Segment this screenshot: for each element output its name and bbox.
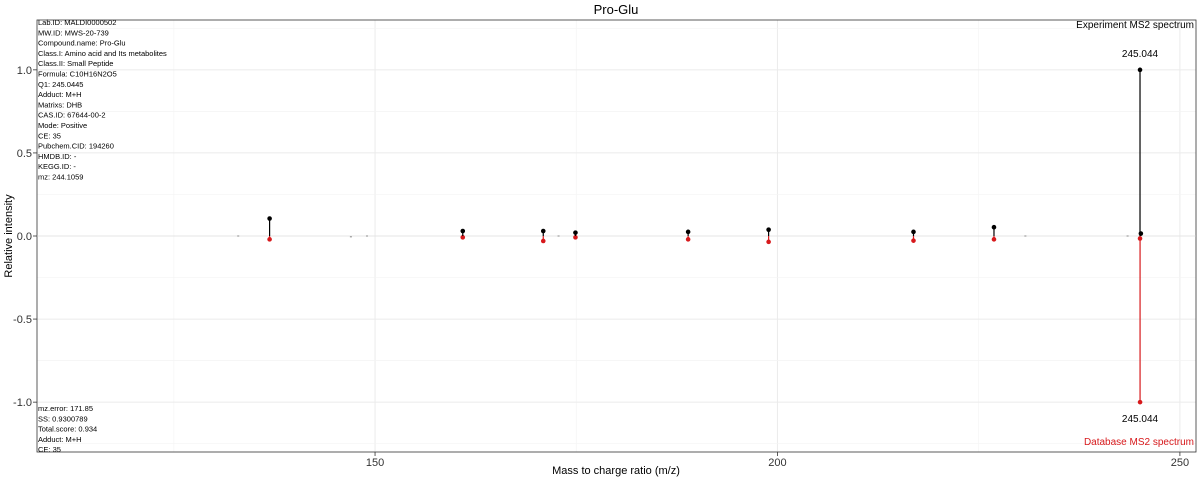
spectrum-marks <box>37 67 1196 405</box>
database-peak-point <box>991 237 997 242</box>
axes: 150 200 250 1.0 0.5 0.0 -0.5 -1.0 245.044 245.044 <box>13 49 1189 469</box>
compound-info-line: CAS.ID: 67644-00-2 <box>38 111 106 120</box>
compound-info-line: Lab.ID: MALDI0000502 <box>38 18 116 27</box>
database-peak-point <box>685 237 691 242</box>
experiment-peak-point <box>267 216 272 221</box>
experiment-spectrum-label: Experiment MS2 spectrum <box>1076 20 1194 31</box>
match-info-line: Adduct: M+H <box>38 435 82 444</box>
database-peak-point <box>573 235 578 240</box>
match-info-line: Total.score: 0.934 <box>38 425 97 434</box>
compound-info-line: Compound.name: Pro-Glu <box>38 39 126 48</box>
compound-info-line: mz: 244.1059 <box>38 173 83 182</box>
database-peak-point <box>911 238 916 243</box>
compound-info-line: Class.I: Amino acid and Its metabolites <box>38 49 167 58</box>
y-tick-label: 0.5 <box>17 148 32 160</box>
experiment-peak-point <box>460 228 466 234</box>
compound-info-line: KEGG.ID: - <box>38 162 76 171</box>
experiment-peak-point <box>573 230 578 235</box>
database-spectrum-label: Database MS2 spectrum <box>1084 437 1194 448</box>
database-peak-point <box>766 239 771 245</box>
compound-info-line: Matrixs: DHB <box>38 100 82 109</box>
database-peak-point <box>540 238 546 244</box>
peak-annotation: 245.044 <box>1122 49 1159 60</box>
y-axis-label: Relative intensity <box>3 194 15 278</box>
compound-info-line: Q1: 245.0445 <box>38 80 83 89</box>
experiment-peak-point <box>1138 231 1144 236</box>
match-info-line: SS: 0.9300789 <box>38 414 88 423</box>
experiment-peak-point <box>911 229 916 235</box>
match-info-line: mz.error: 171.85 <box>38 404 93 413</box>
y-tick-label: 1.0 <box>17 65 32 77</box>
y-tick-label: -0.5 <box>13 314 32 326</box>
compound-info-line: Formula: C10H16N2O5 <box>38 70 117 79</box>
match-info-line: CE: 35 <box>38 445 61 454</box>
compound-info-line: CE: 35 <box>38 131 61 140</box>
y-tick-label: -1.0 <box>13 397 32 409</box>
database-peak-point <box>267 237 272 242</box>
compound-info-line: Class.II: Small Peptide <box>38 59 113 68</box>
peak-annotation: 245.044 <box>1122 414 1159 425</box>
compound-info-line: MW.ID: MWS-20-739 <box>38 28 109 37</box>
compound-info-line: Mode: Positive <box>38 121 87 130</box>
y-tick-label: 0.0 <box>17 231 32 243</box>
compound-info-line: Adduct: M+H <box>38 90 82 99</box>
x-axis-label: Mass to charge ratio (m/z) <box>552 465 680 477</box>
x-tick-label: 150 <box>366 457 384 469</box>
experiment-peak-point <box>1137 67 1143 73</box>
x-tick-label: 250 <box>1171 457 1189 469</box>
database-peak-point <box>1137 399 1143 405</box>
compound-info-line: Pubchem.CID: 194260 <box>38 142 114 151</box>
compound-info-line: HMDB.ID: - <box>38 152 77 161</box>
experiment-peak-point <box>540 228 546 234</box>
database-peak-point <box>460 235 466 240</box>
experiment-peak-point <box>685 229 691 235</box>
experiment-peak-point <box>991 224 997 230</box>
chart-title: Pro-Glu <box>594 2 639 17</box>
experiment-peak-point <box>766 227 771 232</box>
x-tick-label: 200 <box>768 457 786 469</box>
